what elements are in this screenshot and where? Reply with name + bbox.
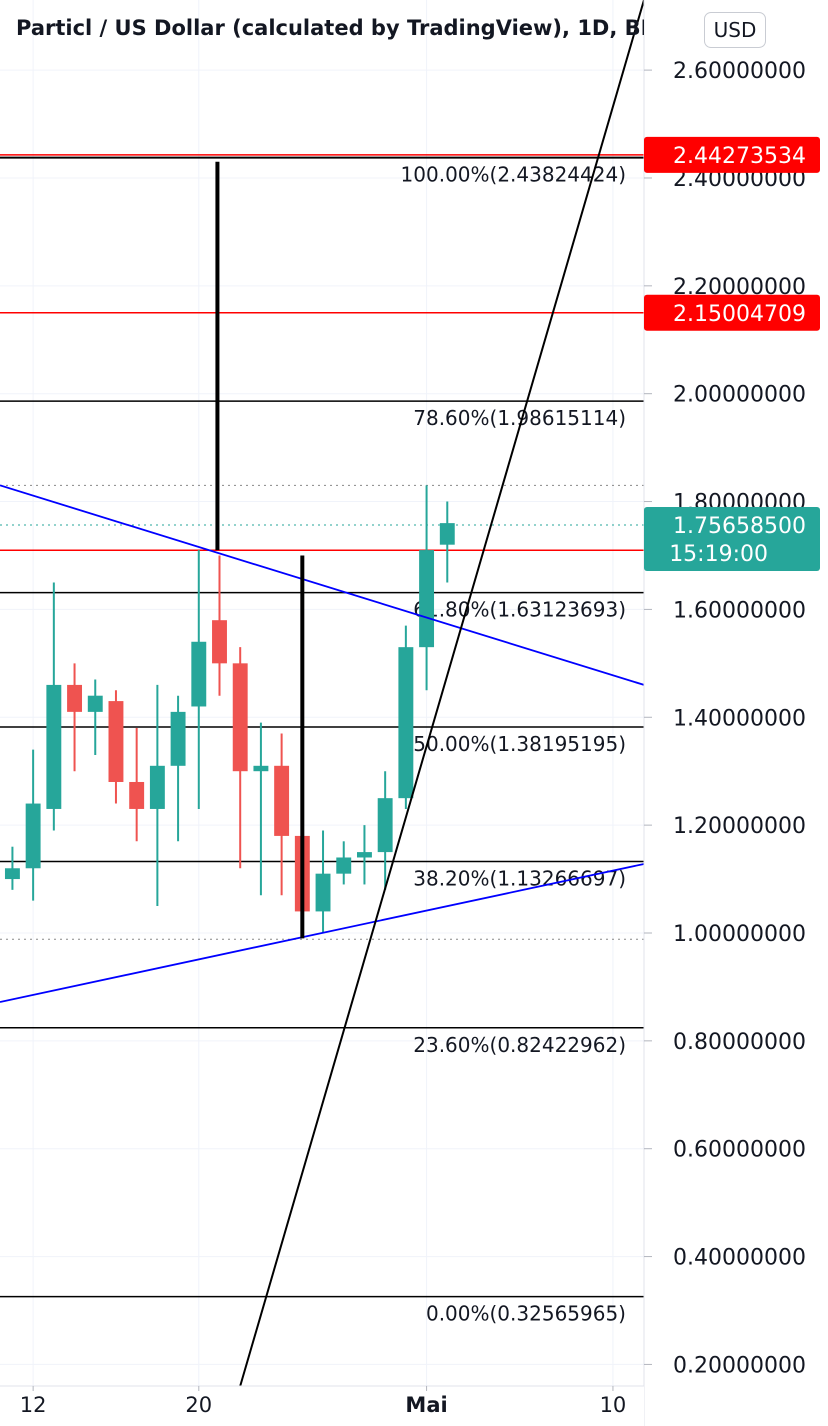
candle-body-up <box>419 550 435 648</box>
candle-body-up <box>46 684 62 809</box>
time-tick-label: 20 <box>185 1393 212 1417</box>
price-label-badge <box>644 136 820 173</box>
price-tick-label: 1.20000000 <box>673 814 806 839</box>
time-tick-label: Mai <box>405 1393 447 1417</box>
price-axis[interactable]: 0.20000000 0.40000000 0.60000000 0.80000000… <box>643 0 828 1426</box>
price-tick-label: 2.60000000 <box>673 59 806 84</box>
time-axis-background <box>0 1386 644 1426</box>
candle-body-up <box>377 798 393 853</box>
candle-body-up <box>170 711 186 766</box>
candle-body-up <box>4 868 20 880</box>
price-tick-label: 0.80000000 <box>673 1030 806 1055</box>
currency-button[interactable]: USD <box>704 12 766 48</box>
price-tick-label: 0.40000000 <box>673 1246 806 1271</box>
candle-body-up <box>87 695 103 712</box>
drawings-layer[interactable] <box>0 0 645 1387</box>
fib-level-label: 38.20%(1.13266697) <box>413 866 626 890</box>
candle-body-down <box>212 620 227 664</box>
price-tick-label: 1.00000000 <box>673 922 806 947</box>
candle-body-up <box>253 765 269 772</box>
candle-body-up <box>356 852 372 858</box>
candle-body-up <box>336 857 352 874</box>
candles-layer <box>4 485 455 933</box>
candle-body-down <box>232 663 248 772</box>
black-trend-line <box>239 0 645 1387</box>
candle-body-up <box>439 523 455 545</box>
fib-retracement[interactable]: 100.00%(2.43824424)78.60%(1.98615114)61.… <box>0 156 644 1326</box>
price-tick-label: 0.60000000 <box>673 1138 806 1163</box>
price-tick-label: 2.00000000 <box>673 383 806 408</box>
candle-body-up <box>191 641 207 707</box>
fib-level-label: 0.00%(0.32565965) <box>426 1302 626 1326</box>
candle-body-down <box>108 701 124 782</box>
candle-body-up <box>149 765 165 809</box>
price-tick-label: 0.20000000 <box>673 1353 806 1378</box>
price-labels-layer: 2.442735342.150047091.709753821.75658500… <box>644 136 820 571</box>
candle-body-down <box>67 684 83 712</box>
trend-line <box>0 484 645 686</box>
fib-level-label: 100.00%(2.43824424) <box>401 162 626 186</box>
price-label-text: 2.15004709 <box>673 302 806 327</box>
current-price-text: 1.75658500 <box>673 514 806 539</box>
price-tick-label: 1.60000000 <box>673 598 806 623</box>
price-axis-background <box>644 0 828 1426</box>
time-tick-label: 12 <box>20 1393 47 1417</box>
fib-level-label: 23.60%(0.82422962) <box>413 1033 626 1057</box>
price-tick-label: 1.40000000 <box>673 706 806 731</box>
fib-level-label: 61.80%(1.63123693) <box>413 598 626 622</box>
chart-title: Particl / US Dollar (calculated by Tradi… <box>16 16 644 40</box>
candle-body-down <box>129 781 145 809</box>
trend-line <box>0 863 645 1003</box>
current-price-badge <box>644 506 820 571</box>
candle-body-down <box>274 765 290 836</box>
price-label-badge <box>644 294 820 331</box>
price-label-text: 2.44273534 <box>673 144 806 169</box>
candle-body-up <box>315 873 331 912</box>
time-axis[interactable]: 12 20 Mai 10 <box>0 1385 644 1426</box>
candle-body-up <box>25 803 41 869</box>
grid-layer <box>0 0 644 1386</box>
horizontal-lines-layer <box>0 154 644 940</box>
candle-body-up <box>398 647 414 799</box>
bar-countdown-text: 15:19:00 <box>669 542 768 567</box>
time-tick-label: 10 <box>600 1393 627 1417</box>
fib-level-label: 50.00%(1.38195195) <box>413 732 626 756</box>
